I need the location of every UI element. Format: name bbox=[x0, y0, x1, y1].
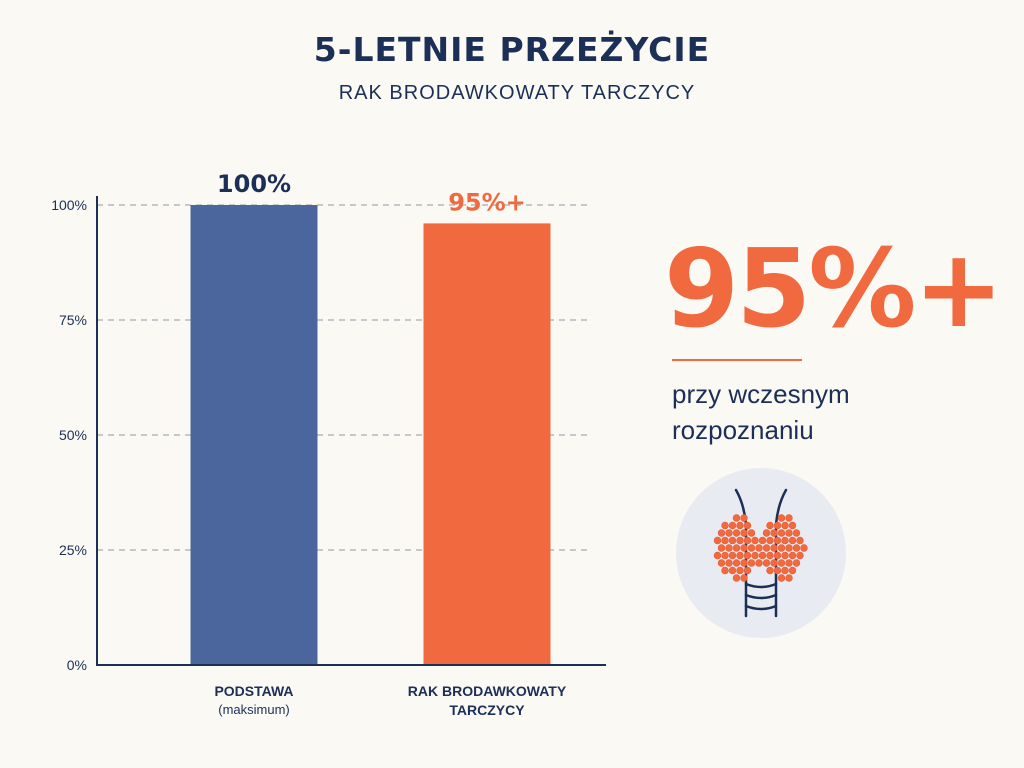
chart-subtitle: RAK BRODAWKOWATY TARCZYCY bbox=[338, 82, 696, 104]
data-label: 100% bbox=[217, 170, 291, 198]
thyroid-icon bbox=[713, 488, 808, 618]
y-tick-label: 0% bbox=[67, 657, 87, 673]
x-tick-label: PODSTAWA bbox=[214, 683, 293, 699]
callout-caption-line1: przy wczesnym bbox=[672, 379, 850, 409]
bar-chart: 0% 25% 50% 75% 100% 100% PODSTAWA (maksimum) 95%… bbox=[51, 170, 606, 718]
thyroid-badge bbox=[676, 468, 846, 638]
y-tick-label: 50% bbox=[59, 427, 87, 443]
callout-divider bbox=[672, 359, 802, 361]
bar bbox=[190, 205, 318, 665]
y-tick-label: 100% bbox=[51, 197, 87, 213]
chart-title: 5-LETNIE PRZEŻYCIE bbox=[313, 30, 711, 69]
y-tick-label: 25% bbox=[59, 542, 87, 558]
callout-value: 95%+ bbox=[664, 227, 1004, 352]
bar bbox=[423, 223, 551, 665]
data-label: 95%+ bbox=[448, 188, 526, 216]
x-tick-sublabel: (maksimum) bbox=[218, 702, 290, 717]
x-tick-label: RAK BRODAWKOWATY bbox=[408, 683, 567, 699]
callout-caption-line2: rozpoznaniu bbox=[672, 415, 814, 445]
y-tick-label: 75% bbox=[59, 312, 87, 328]
callout-caption: przy wczesnym rozpoznaniu bbox=[672, 376, 972, 448]
x-tick-label: TARCZYCY bbox=[449, 702, 525, 718]
